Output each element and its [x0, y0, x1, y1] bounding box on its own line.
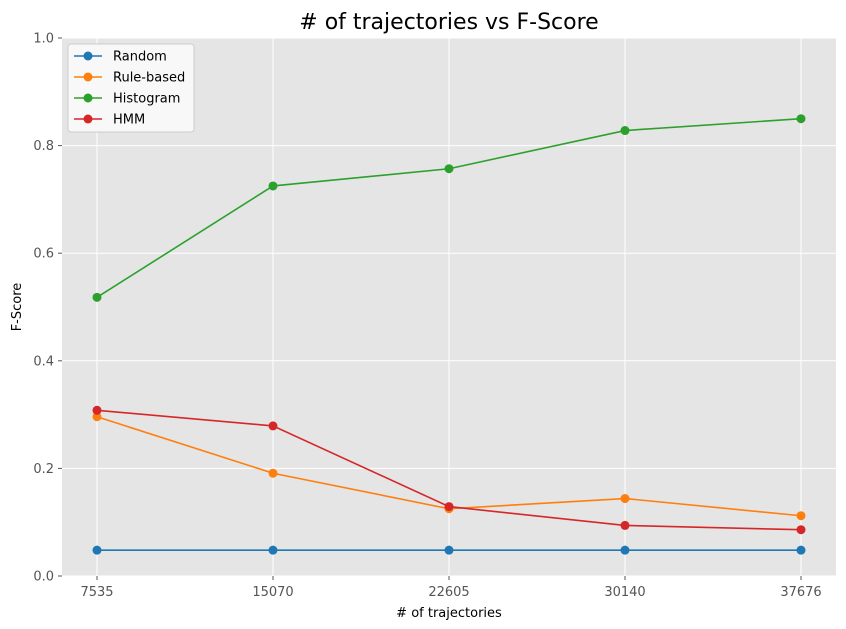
data-point-hmm: [92, 405, 102, 415]
y-tick-label: 0.2: [33, 462, 54, 477]
legend-label: Random: [113, 50, 167, 65]
x-axis-label: # of trajectories: [396, 606, 502, 621]
legend-marker: [83, 93, 93, 103]
data-point-random: [268, 545, 278, 555]
series-group: [92, 114, 806, 555]
legend-label: Rule-based: [113, 71, 185, 86]
y-axis-label: F-Score: [10, 283, 25, 332]
data-point-histogram: [620, 126, 630, 136]
data-point-rule-based: [796, 511, 806, 521]
legend-item-rule-based: Rule-based: [74, 71, 185, 86]
x-axis-ticks: 7535 15070 22605 30140 37676: [80, 576, 822, 600]
data-point-rule-based: [92, 412, 102, 422]
y-tick-label: 0.6: [33, 247, 54, 262]
x-tick-label: 37676: [780, 585, 821, 600]
y-tick-label: 0.0: [33, 570, 54, 585]
legend-item-random: Random: [74, 50, 167, 65]
x-tick-label: 22605: [428, 585, 469, 600]
data-point-histogram: [796, 114, 806, 124]
legend-item-histogram: Histogram: [74, 92, 180, 107]
legend-label: HMM: [113, 113, 145, 128]
legend-item-hmm: HMM: [74, 113, 145, 128]
legend: Random Rule-based Histogram HMM: [67, 43, 195, 133]
y-tick-label: 0.4: [33, 354, 54, 369]
data-point-random: [444, 545, 454, 555]
data-point-hmm: [620, 520, 630, 530]
series-random: [92, 545, 806, 555]
data-point-random: [620, 545, 630, 555]
series-histogram: [92, 114, 806, 302]
chart-title: # of trajectories vs F-Score: [299, 10, 598, 35]
data-point-rule-based: [268, 468, 278, 478]
data-point-hmm: [268, 421, 278, 431]
data-point-random: [92, 545, 102, 555]
y-tick-label: 1.0: [33, 32, 54, 47]
legend-marker: [83, 51, 93, 61]
y-tick-label: 0.8: [33, 139, 54, 154]
data-point-histogram: [444, 164, 454, 174]
series-hmm: [92, 405, 806, 535]
x-tick-label: 30140: [604, 585, 645, 600]
data-point-hmm: [796, 525, 806, 535]
data-point-histogram: [92, 292, 102, 302]
legend-label: Histogram: [113, 92, 180, 107]
y-axis-ticks: 0.0 0.2 0.4 0.6 0.8 1.0: [33, 32, 62, 585]
legend-marker: [83, 72, 93, 82]
legend-marker: [83, 114, 93, 124]
legend-box: [67, 43, 195, 133]
data-point-rule-based: [620, 494, 630, 504]
data-point-random: [796, 545, 806, 555]
data-point-histogram: [268, 181, 278, 191]
x-tick-label: 7535: [80, 585, 113, 600]
data-point-hmm: [444, 502, 454, 512]
x-tick-label: 15070: [252, 585, 293, 600]
grid-lines: [62, 37, 836, 577]
